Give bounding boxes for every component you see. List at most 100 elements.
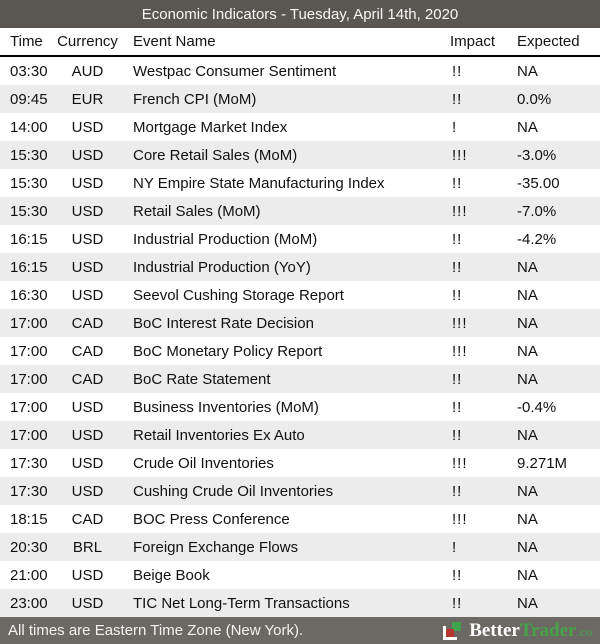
expected-cell: NA: [517, 426, 538, 444]
impact-cell: !!: [452, 258, 463, 276]
currency-cell: CAD: [71, 510, 104, 528]
expected-cell: -3.0%: [517, 146, 557, 164]
event-name-cell: Business Inventories (MoM): [133, 398, 319, 416]
impact-cell: !!: [452, 90, 463, 108]
expected-cell: NA: [517, 594, 538, 612]
impact-cell: !!: [452, 398, 463, 416]
impact-cell: !!!: [452, 454, 468, 472]
impact-cell: !!: [452, 566, 463, 584]
event-name-cell: Core Retail Sales (MoM): [133, 146, 298, 164]
impact-cell: !!!: [452, 202, 468, 220]
time-cell: 18:15: [10, 510, 48, 528]
currency-cell: USD: [71, 230, 104, 248]
event-name-cell: BoC Rate Statement: [133, 370, 271, 388]
time-cell: 17:30: [10, 482, 48, 500]
impact-cell: !!!: [452, 342, 468, 360]
table-row: 14:00 USD Mortgage Market Index ! NA: [0, 113, 600, 141]
impact-cell: !: [452, 118, 458, 136]
footer-bar: All times are Eastern Time Zone (New Yor…: [0, 617, 600, 644]
time-cell: 15:30: [10, 202, 48, 220]
time-cell: 15:30: [10, 174, 48, 192]
table-row: 21:00 USD Beige Book !! NA: [0, 561, 600, 589]
expected-cell: NA: [517, 342, 538, 360]
expected-cell: -4.2%: [517, 230, 557, 248]
time-cell: 17:00: [10, 398, 48, 416]
table-row: 03:30 AUD Westpac Consumer Sentiment !! …: [0, 57, 600, 85]
time-cell: 14:00: [10, 118, 48, 136]
impact-cell: !!: [452, 426, 463, 444]
logo-red-square: [446, 628, 455, 637]
currency-cell: USD: [71, 202, 104, 220]
currency-cell: USD: [71, 454, 104, 472]
table-row: 17:00 CAD BoC Rate Statement !! NA: [0, 365, 600, 393]
impact-cell: !!!: [452, 510, 468, 528]
table-row: 15:30 USD Retail Sales (MoM) !!! -7.0%: [0, 197, 600, 225]
event-name-cell: BoC Monetary Policy Report: [133, 342, 323, 360]
page-title: Economic Indicators - Tuesday, April 14t…: [141, 5, 459, 23]
table-row: 17:30 USD Crude Oil Inventories !!! 9.27…: [0, 449, 600, 477]
brand-name-better: Better: [469, 620, 520, 641]
currency-cell: USD: [71, 482, 104, 500]
event-name-cell: Crude Oil Inventories: [133, 454, 274, 472]
currency-cell: CAD: [71, 342, 104, 360]
time-cell: 09:45: [10, 90, 48, 108]
impact-cell: !!: [452, 482, 463, 500]
event-name-cell: Retail Sales (MoM): [133, 202, 261, 220]
time-cell: 16:30: [10, 286, 48, 304]
event-name-cell: French CPI (MoM): [133, 90, 257, 108]
column-header-currency: Currency: [57, 33, 118, 50]
impact-cell: !!!: [452, 146, 468, 164]
time-cell: 16:15: [10, 230, 48, 248]
time-cell: 15:30: [10, 146, 48, 164]
event-name-cell: Cushing Crude Oil Inventories: [133, 482, 334, 500]
brand-name: BetterTrader.co: [469, 621, 592, 640]
expected-cell: NA: [517, 62, 538, 80]
time-cell: 21:00: [10, 566, 48, 584]
impact-cell: !!: [452, 230, 463, 248]
column-header-time: Time: [10, 33, 43, 50]
time-cell: 17:00: [10, 370, 48, 388]
impact-cell: !!: [452, 174, 463, 192]
impact-cell: !!: [452, 286, 463, 304]
table-row: 17:00 USD Business Inventories (MoM) !! …: [0, 393, 600, 421]
expected-cell: -0.4%: [517, 398, 557, 416]
brand-tld: .co: [576, 624, 592, 639]
event-name-cell: Industrial Production (MoM): [133, 230, 318, 248]
table-row: 17:30 USD Cushing Crude Oil Inventories …: [0, 477, 600, 505]
event-name-cell: TIC Net Long-Term Transactions: [133, 594, 350, 612]
time-cell: 03:30: [10, 62, 48, 80]
expected-cell: NA: [517, 370, 538, 388]
brand-name-trader: Trader: [519, 620, 577, 641]
currency-cell: BRL: [72, 538, 103, 556]
currency-cell: USD: [71, 398, 104, 416]
table-row: 09:45 EUR French CPI (MoM) !! 0.0%: [0, 85, 600, 113]
time-cell: 16:15: [10, 258, 48, 276]
table-header-row: Time Currency Event Name Impact Expected: [0, 28, 600, 57]
currency-cell: USD: [71, 426, 104, 444]
event-name-cell: NY Empire State Manufacturing Index: [133, 174, 385, 192]
currency-cell: USD: [71, 566, 104, 584]
currency-cell: CAD: [71, 314, 104, 332]
time-cell: 17:00: [10, 426, 48, 444]
column-header-impact: Impact: [450, 33, 496, 50]
currency-cell: USD: [71, 258, 104, 276]
event-name-cell: Retail Inventories Ex Auto: [133, 426, 305, 444]
bettertrader-logo[interactable]: BetterTrader.co: [443, 621, 592, 641]
table-row: 15:30 USD Core Retail Sales (MoM) !!! -3…: [0, 141, 600, 169]
logo-bracket-shape: [443, 625, 458, 640]
currency-cell: CAD: [71, 370, 104, 388]
impact-cell: !: [452, 538, 458, 556]
event-name-cell: Seevol Cushing Storage Report: [133, 286, 344, 304]
expected-cell: -7.0%: [517, 202, 557, 220]
table-row: 17:00 USD Retail Inventories Ex Auto !! …: [0, 421, 600, 449]
currency-cell: USD: [71, 286, 104, 304]
column-header-expected: Expected: [517, 33, 580, 50]
event-name-cell: Mortgage Market Index: [133, 118, 288, 136]
bettertrader-logo-icon: [443, 621, 463, 641]
table-row: 16:30 USD Seevol Cushing Storage Report …: [0, 281, 600, 309]
table-row: 20:30 BRL Foreign Exchange Flows ! NA: [0, 533, 600, 561]
table-row: 16:15 USD Industrial Production (YoY) !!…: [0, 253, 600, 281]
currency-cell: USD: [71, 118, 104, 136]
expected-cell: NA: [517, 258, 538, 276]
expected-cell: NA: [517, 482, 538, 500]
